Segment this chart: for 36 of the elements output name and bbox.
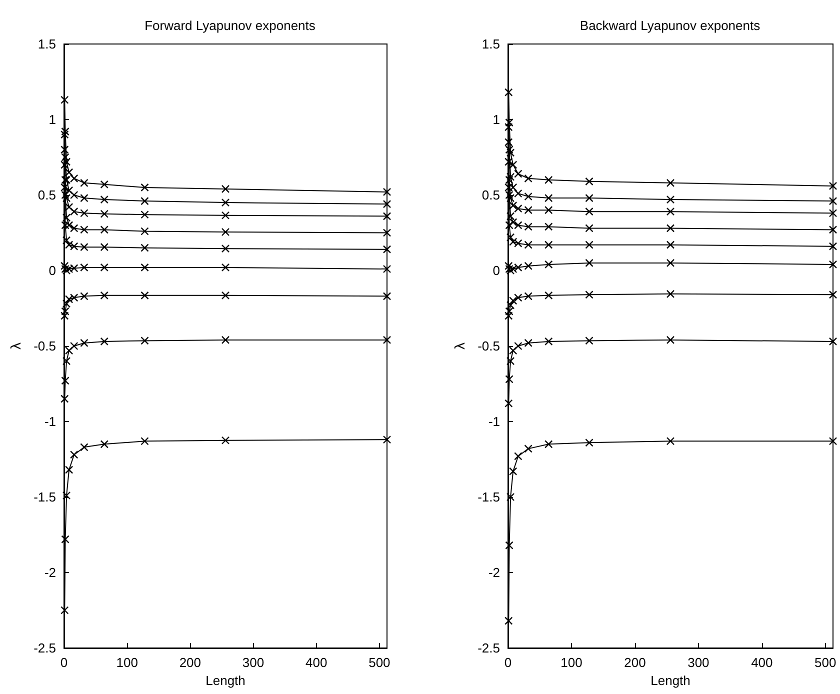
- y-tick-label: -2: [44, 565, 56, 580]
- x-tick-label: 500: [814, 655, 836, 670]
- x-tick-label: 200: [624, 655, 646, 670]
- y-tick-label: -2: [488, 565, 500, 580]
- y-axis-title: λ: [8, 342, 24, 350]
- x-tick-label: 300: [688, 655, 710, 670]
- y-tick-label: -1.5: [478, 490, 500, 504]
- x-tick-label: 0: [60, 655, 68, 670]
- y-tick-label: 1.5: [482, 36, 500, 52]
- y-tick-label: -2.5: [34, 640, 56, 656]
- x-axis-title: Length: [206, 672, 246, 688]
- x-tick-label: 400: [751, 655, 773, 670]
- y-tick-label: -1: [44, 414, 56, 429]
- y-tick-label: 0: [48, 263, 56, 278]
- y-axis-title: λ: [452, 342, 468, 350]
- y-tick-label: -1: [488, 414, 500, 429]
- x-tick-label: 100: [116, 655, 138, 670]
- chart-title: Forward Lyapunov exponents: [144, 18, 316, 33]
- x-tick-label: 200: [179, 655, 202, 670]
- chart-title: Backward Lyapunov exponents: [580, 18, 761, 33]
- x-axis-title: Length: [650, 672, 690, 688]
- y-tick-label: 1: [48, 112, 56, 127]
- x-tick-label: 0: [504, 655, 512, 670]
- x-tick-label: 300: [242, 655, 264, 670]
- x-tick-label: 400: [305, 655, 328, 670]
- y-tick-label: -0.5: [34, 338, 56, 354]
- y-tick-label: 0.5: [482, 188, 500, 202]
- x-tick-label: 500: [368, 655, 390, 670]
- y-tick-label: -1.5: [34, 490, 56, 504]
- y-tick-label: -2.5: [478, 640, 500, 656]
- x-tick-label: 100: [560, 655, 582, 670]
- y-tick-label: 1: [492, 112, 500, 127]
- y-tick-label: -0.5: [478, 338, 500, 354]
- y-tick-label: 0.5: [38, 188, 56, 202]
- y-tick-label: 0: [492, 263, 500, 278]
- y-tick-label: 1.5: [38, 36, 56, 52]
